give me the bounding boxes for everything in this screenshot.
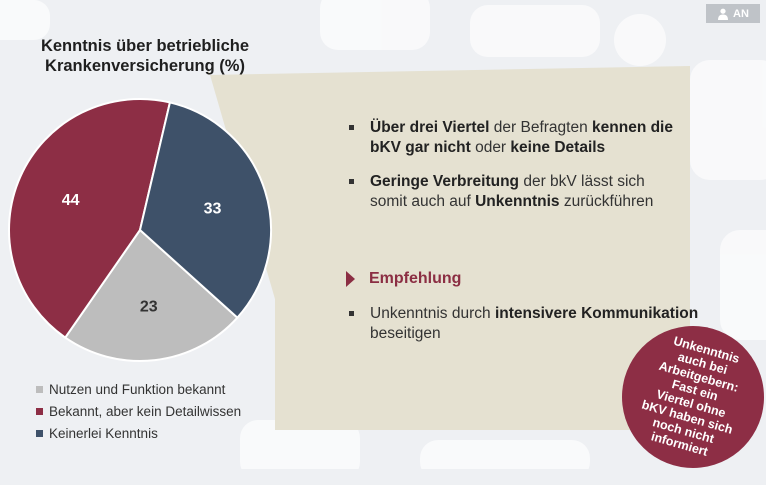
legend-swatch [36,385,43,393]
an-badge[interactable]: AN [706,4,760,23]
emphasis-text: intensivere Kommunikation [494,305,699,322]
legend-item-2: Bekannt, aber kein Detailwissen [36,400,241,422]
finding-item-2: Geringe Verbreitung der bkV lässt sich s… [346,172,676,212]
legend-swatch [36,429,43,437]
puzzle-background [0,0,766,469]
pie-slice-3 [138,101,272,320]
body-text: der Befragten [489,119,593,136]
pie-slice-2 [8,98,172,339]
chart-title-line-2: Krankenversicherung (%) [45,57,245,75]
person-icon [718,8,729,20]
chart-legend: Nutzen und Funktion bekannt Bekannt, aber… [36,378,241,444]
findings-list: Über drei Viertel der Befragten kennen d… [346,118,676,226]
legend-item-3: Keinerlei Kenntnis [36,422,241,444]
emphasis-text: Unkenntnis [475,193,560,210]
legend-swatch [36,407,43,415]
body-text: zurückführen [559,193,654,210]
pie-slice-value-3: 33 [204,200,222,217]
emphasis-text: Geringe Verbreitung [370,173,520,190]
legend-label: Bekannt, aber kein Detailwissen [49,403,242,419]
legend-label: Nutzen und Funktion bekannt [49,381,226,397]
body-text: beseitigen [370,325,441,342]
triangle-right-icon [346,271,355,287]
body-text: oder [470,139,511,156]
pie-slice-value-1: 23 [140,298,158,315]
recommendation-text: Unkenntnis durch intensivere Kommunikati… [346,304,700,344]
body-text: Unkenntnis durch [370,305,495,322]
an-badge-label: AN [733,7,749,20]
pie-slice-1 [63,228,239,362]
emphasis-text: kennen die bKV gar nicht [370,119,673,156]
emphasis-text: keine Details [510,139,606,156]
pie-chart: 23 44 33 [8,98,272,362]
chart-title: Kenntnis über betriebliche Krankenversic… [0,36,290,76]
finding-item-1: Über drei Viertel der Befragten kennen d… [346,118,676,158]
callout-text: Unkenntnis auch bei Arbeitgebern: Fast ein V… [626,328,761,465]
emphasis-text: Über drei Viertel [370,119,490,136]
pie-slice-value-2: 44 [62,192,80,209]
recommendation-heading: Empfehlung [346,270,461,288]
body-text: der bkV lässt sich somit auch auf [370,173,645,210]
highlight-panel [208,66,690,430]
chart-title-line-1: Kenntnis über betriebliche [40,37,250,55]
background [0,0,766,469]
legend-label: Keinerlei Kenntnis [49,425,158,441]
recommendation-label: Empfehlung [369,270,462,287]
legend-item-1: Nutzen und Funktion bekannt [36,378,241,400]
